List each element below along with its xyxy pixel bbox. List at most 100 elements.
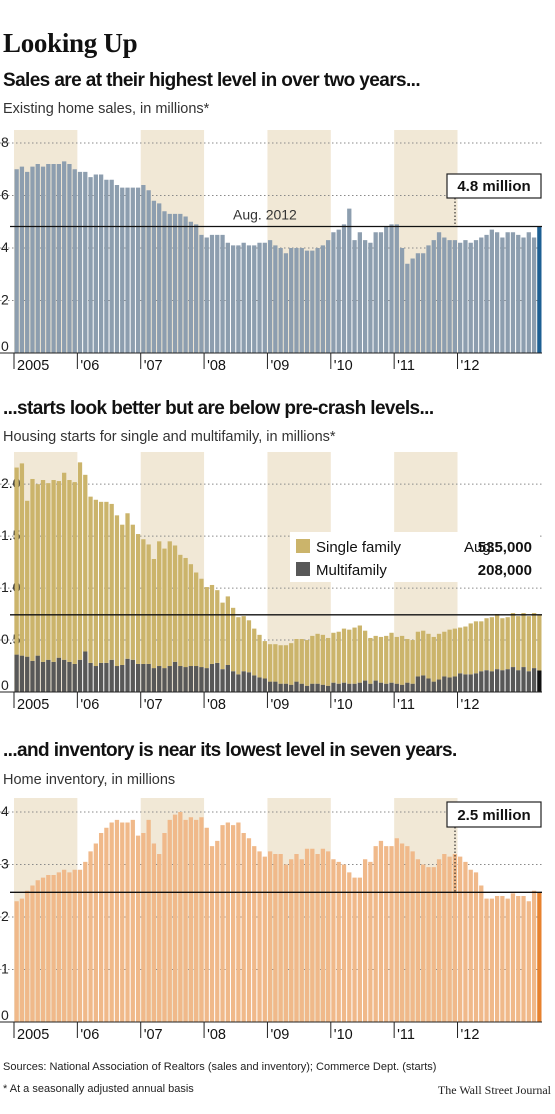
single-family-bar xyxy=(141,539,146,664)
multifamily-bar xyxy=(299,683,304,692)
multifamily-bar xyxy=(98,662,104,692)
bar xyxy=(378,840,384,1022)
x-tick-label: '09 xyxy=(270,697,289,713)
single-family-bar xyxy=(431,636,436,682)
bar xyxy=(410,851,415,1022)
bar xyxy=(421,253,426,353)
single-family-bar xyxy=(447,629,452,678)
bar xyxy=(452,854,458,1022)
bar xyxy=(278,248,283,353)
bar xyxy=(109,179,114,353)
single-family-bar xyxy=(104,501,109,663)
bar xyxy=(273,854,278,1022)
bar xyxy=(51,164,56,353)
bar xyxy=(141,833,146,1022)
y-tick-label: 0 xyxy=(1,338,9,354)
bar xyxy=(500,896,505,1022)
bar xyxy=(56,164,62,353)
year-band xyxy=(267,798,331,1022)
bar xyxy=(399,843,405,1022)
bar xyxy=(120,822,125,1022)
bar xyxy=(442,854,447,1022)
bar xyxy=(394,838,399,1022)
bar xyxy=(516,896,521,1022)
legend-swatch-multifamily xyxy=(296,562,310,576)
y-tick-label: 6 xyxy=(1,187,9,203)
bar xyxy=(299,248,304,353)
inventory-chart: 0 1 2 3 4 2005 '06 '07 '08 '09 '10 '11 '12 2.5 millio… xyxy=(0,798,542,1043)
multifamily-bar xyxy=(452,676,458,692)
single-family-bar xyxy=(252,628,257,676)
bar xyxy=(516,234,521,353)
bar xyxy=(62,161,67,353)
bar xyxy=(458,856,463,1022)
single-family-bar xyxy=(516,616,521,671)
bar xyxy=(304,848,310,1022)
multifamily-bar xyxy=(447,677,452,692)
single-family-bar xyxy=(283,645,289,684)
multifamily-bar xyxy=(146,663,151,692)
multifamily-bar xyxy=(473,673,479,692)
bar xyxy=(151,843,157,1022)
bar xyxy=(46,875,51,1022)
single-family-bar xyxy=(458,627,463,674)
bar xyxy=(257,242,262,353)
single-family-bar xyxy=(484,618,489,671)
bar xyxy=(67,164,72,353)
single-family-bar xyxy=(526,616,531,672)
multifamily-bar xyxy=(516,670,521,692)
multifamily-bar xyxy=(188,666,194,692)
bar xyxy=(421,864,426,1022)
single-family-bar xyxy=(436,633,442,680)
bar xyxy=(405,263,410,353)
bar xyxy=(320,848,326,1022)
page-title: Looking Up xyxy=(3,28,138,58)
bar xyxy=(83,861,88,1022)
multifamily-bar xyxy=(183,667,188,692)
bar xyxy=(347,208,352,353)
bar xyxy=(162,211,167,353)
bar xyxy=(40,166,46,353)
single-family-bar xyxy=(40,480,46,662)
single-family-bar xyxy=(473,621,479,674)
single-family-bar xyxy=(51,480,56,662)
bar xyxy=(236,245,241,353)
bar xyxy=(336,861,341,1022)
multifamily-bar xyxy=(19,655,25,692)
y-tick-label: 8 xyxy=(1,134,9,150)
bar xyxy=(405,846,410,1022)
single-family-bar xyxy=(336,631,341,684)
single-family-bar xyxy=(537,614,542,671)
bar xyxy=(531,890,537,1022)
bar xyxy=(67,872,72,1022)
bar xyxy=(130,819,135,1022)
bar xyxy=(246,245,252,353)
sales-chart-title: Sales are at their highest level in over… xyxy=(3,70,421,91)
bar xyxy=(336,229,341,353)
y-tick-label: 0 xyxy=(1,677,9,693)
single-family-bar xyxy=(289,643,294,685)
legend-label-single-family: Single family xyxy=(316,539,402,556)
single-family-bar xyxy=(494,614,500,670)
starts-chart-title: ...starts look better but are below pre-… xyxy=(3,398,434,419)
x-tick-label: '07 xyxy=(144,1027,163,1043)
single-family-bar xyxy=(362,630,368,681)
inventory-chart-subtitle: Home inventory, in millions xyxy=(3,772,176,788)
single-family-bar xyxy=(368,637,373,684)
multifamily-bar xyxy=(141,663,146,692)
single-family-bar xyxy=(357,625,362,683)
bar xyxy=(373,232,378,353)
bar xyxy=(40,877,46,1022)
x-tick-label: '10 xyxy=(334,1027,353,1043)
multifamily-bar xyxy=(246,672,252,692)
multifamily-bar xyxy=(463,674,468,692)
x-tick-label: 2005 xyxy=(17,1027,49,1043)
multifamily-bar xyxy=(373,680,378,692)
x-tick-label: '12 xyxy=(461,1027,480,1043)
bar xyxy=(88,851,93,1022)
single-family-bar xyxy=(442,631,447,677)
x-tick-label: '07 xyxy=(144,697,163,713)
x-tick-label: '08 xyxy=(207,697,226,713)
multifamily-bar xyxy=(204,668,209,692)
bar xyxy=(35,880,40,1022)
